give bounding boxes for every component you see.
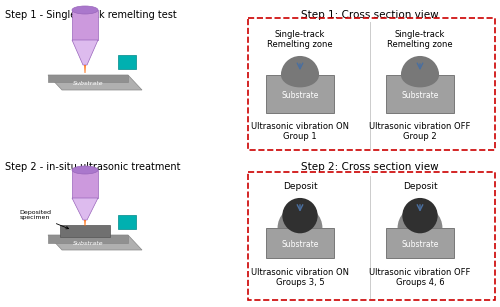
Polygon shape bbox=[48, 75, 142, 90]
Text: Step 1: Cross section view: Step 1: Cross section view bbox=[301, 10, 439, 20]
Wedge shape bbox=[398, 206, 442, 228]
Bar bbox=[248, 172, 495, 300]
Circle shape bbox=[402, 198, 438, 233]
Text: Substrate: Substrate bbox=[282, 91, 319, 100]
Polygon shape bbox=[72, 198, 98, 220]
Bar bbox=[72, 170, 98, 198]
Wedge shape bbox=[281, 56, 319, 75]
Polygon shape bbox=[84, 65, 86, 73]
Text: Step 2 - in-situ ultrasonic treatment: Step 2 - in-situ ultrasonic treatment bbox=[5, 162, 180, 172]
Text: Deposited
specimen: Deposited specimen bbox=[19, 210, 68, 229]
Text: Single-track
Remelting zone: Single-track Remelting zone bbox=[387, 30, 453, 49]
Text: Step 1 - Single-track remelting test: Step 1 - Single-track remelting test bbox=[5, 10, 177, 20]
Bar bbox=[118, 215, 136, 229]
Text: Substrate: Substrate bbox=[282, 240, 319, 249]
Bar bbox=[386, 75, 454, 113]
Polygon shape bbox=[84, 220, 86, 226]
Text: Substrate: Substrate bbox=[72, 80, 104, 86]
Text: Substrate: Substrate bbox=[72, 240, 104, 246]
Text: Single-track
Remelting zone: Single-track Remelting zone bbox=[267, 30, 333, 49]
Ellipse shape bbox=[281, 63, 319, 87]
Polygon shape bbox=[72, 40, 98, 65]
Text: Substrate: Substrate bbox=[402, 91, 438, 100]
Bar bbox=[60, 225, 110, 237]
Polygon shape bbox=[48, 235, 128, 243]
Text: Step 2: Cross section view: Step 2: Cross section view bbox=[301, 162, 439, 172]
Polygon shape bbox=[48, 75, 128, 82]
Text: Ultrasonic vibration OFF
Group 2: Ultrasonic vibration OFF Group 2 bbox=[370, 122, 470, 142]
Circle shape bbox=[282, 198, 318, 233]
Bar bbox=[266, 75, 334, 113]
Bar bbox=[386, 228, 454, 258]
Polygon shape bbox=[48, 235, 142, 250]
Text: Ultrasonic vibration ON
Group 1: Ultrasonic vibration ON Group 1 bbox=[251, 122, 349, 142]
Bar bbox=[248, 18, 495, 150]
Wedge shape bbox=[278, 206, 322, 228]
Ellipse shape bbox=[72, 6, 98, 14]
Ellipse shape bbox=[72, 166, 98, 174]
Bar bbox=[72, 10, 98, 40]
Text: Deposit: Deposit bbox=[402, 182, 438, 191]
Ellipse shape bbox=[401, 63, 439, 87]
Text: Ultrasonic vibration ON
Groups 3, 5: Ultrasonic vibration ON Groups 3, 5 bbox=[251, 268, 349, 287]
Text: Substrate: Substrate bbox=[402, 240, 438, 249]
Bar bbox=[266, 228, 334, 258]
Text: Deposit: Deposit bbox=[282, 182, 318, 191]
Bar bbox=[118, 55, 136, 69]
Text: Ultrasonic vibration OFF
Groups 4, 6: Ultrasonic vibration OFF Groups 4, 6 bbox=[370, 268, 470, 287]
Wedge shape bbox=[401, 56, 439, 75]
